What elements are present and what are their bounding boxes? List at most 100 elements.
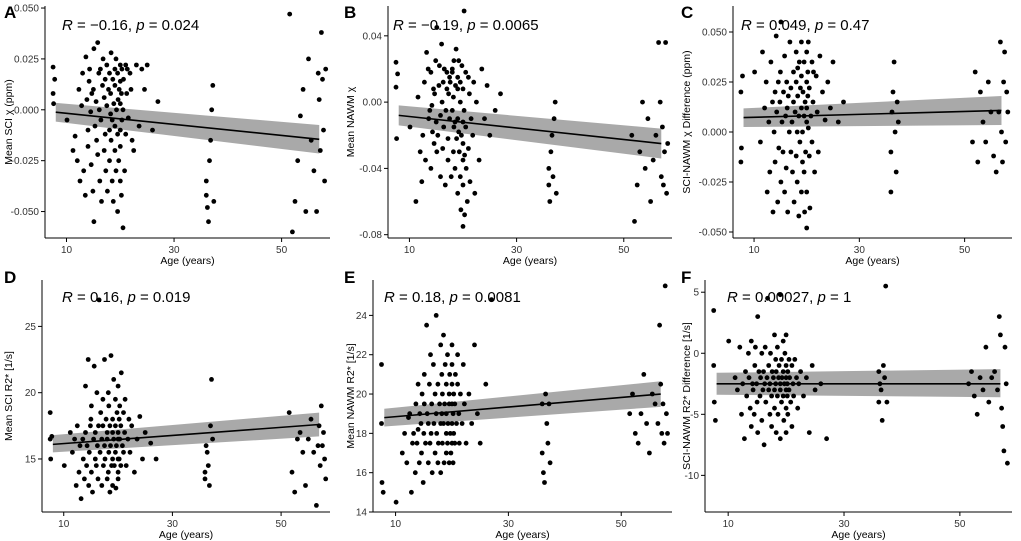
y-tick-label: -5	[690, 410, 699, 421]
data-point	[418, 421, 424, 426]
data-point	[131, 148, 137, 153]
data-point	[761, 442, 767, 448]
data-point	[83, 430, 88, 435]
data-point	[743, 369, 748, 374]
data-point	[104, 430, 110, 435]
data-point	[638, 411, 644, 417]
data-point	[766, 119, 772, 125]
data-point	[467, 179, 473, 185]
data-point	[82, 192, 88, 198]
data-point	[634, 182, 640, 188]
x-tick-label: 50	[954, 519, 966, 530]
data-point	[779, 399, 784, 405]
data-point	[445, 421, 451, 426]
data-point	[711, 399, 717, 405]
data-point	[80, 70, 85, 76]
data-point	[110, 430, 115, 435]
data-point	[650, 157, 656, 163]
data-point	[431, 86, 436, 92]
data-point	[427, 381, 432, 387]
data-point	[799, 189, 804, 195]
data-point	[825, 79, 831, 85]
data-point	[992, 369, 997, 374]
data-point	[95, 40, 101, 45]
data-point	[89, 91, 95, 96]
data-point	[769, 424, 774, 429]
data-point	[447, 431, 453, 436]
data-point	[86, 483, 92, 488]
panel-f: -10 -5 0 5 10 30 50 Age (years) SCI-NAWM R2* Dif…	[681, 268, 1012, 541]
data-point	[1000, 424, 1006, 429]
data-point	[824, 436, 829, 442]
data-point	[379, 480, 385, 485]
data-point	[77, 178, 83, 184]
data-point	[768, 59, 774, 65]
data-point	[205, 463, 211, 468]
data-point	[770, 99, 775, 105]
data-point	[428, 352, 433, 358]
data-point	[822, 117, 828, 123]
data-point	[738, 159, 744, 165]
data-point	[208, 423, 213, 429]
data-point	[100, 83, 105, 88]
y-tick-label: 24	[356, 311, 368, 322]
data-point	[1003, 381, 1009, 387]
data-point	[841, 99, 846, 105]
panel-letter: D	[4, 268, 16, 287]
data-point	[116, 87, 122, 92]
data-point	[453, 372, 458, 377]
data-point	[771, 129, 777, 135]
data-points	[711, 283, 1010, 466]
data-point	[443, 381, 449, 387]
data-point	[115, 476, 121, 482]
data-point	[108, 137, 114, 143]
data-point	[460, 224, 466, 229]
data-point	[793, 79, 799, 85]
data-point	[790, 169, 795, 175]
data-point	[203, 178, 209, 184]
data-point	[106, 403, 112, 409]
y-tick-label: 14	[356, 508, 368, 519]
data-point	[436, 83, 442, 88]
data-point	[399, 450, 405, 456]
data-point	[410, 440, 415, 446]
data-point	[1005, 109, 1011, 115]
data-point	[785, 369, 791, 374]
data-point	[469, 421, 475, 426]
data-point	[209, 377, 214, 382]
data-point	[428, 431, 434, 436]
data-point	[813, 73, 819, 79]
data-point	[830, 59, 836, 65]
panel-letter: B	[344, 3, 356, 22]
y-tick-label: 20	[356, 390, 368, 401]
data-point	[772, 89, 778, 95]
data-point	[775, 393, 780, 399]
data-point	[794, 129, 800, 135]
data-point	[752, 363, 758, 368]
data-point	[750, 387, 756, 393]
data-point	[126, 416, 132, 422]
data-point	[985, 79, 991, 85]
data-point	[782, 189, 787, 195]
data-point	[983, 344, 989, 350]
x-tick-label: 50	[276, 245, 288, 256]
data-point	[106, 87, 111, 92]
x-tick-label: 50	[276, 519, 288, 530]
y-tick-label: 15	[25, 454, 37, 465]
data-point	[630, 391, 635, 397]
data-point	[107, 127, 112, 133]
x-axis-label: Age (years)	[159, 529, 213, 541]
y-tick-label: -0.025	[11, 156, 40, 167]
data-point	[780, 369, 786, 374]
data-points	[50, 11, 329, 235]
data-point	[781, 89, 786, 95]
data-point	[772, 387, 777, 393]
data-point	[468, 116, 474, 122]
data-point	[647, 450, 652, 456]
data-point	[101, 463, 106, 468]
data-point	[779, 119, 785, 125]
data-point	[793, 153, 799, 159]
data-point	[113, 168, 119, 174]
data-point	[740, 73, 745, 79]
data-point	[402, 431, 407, 436]
